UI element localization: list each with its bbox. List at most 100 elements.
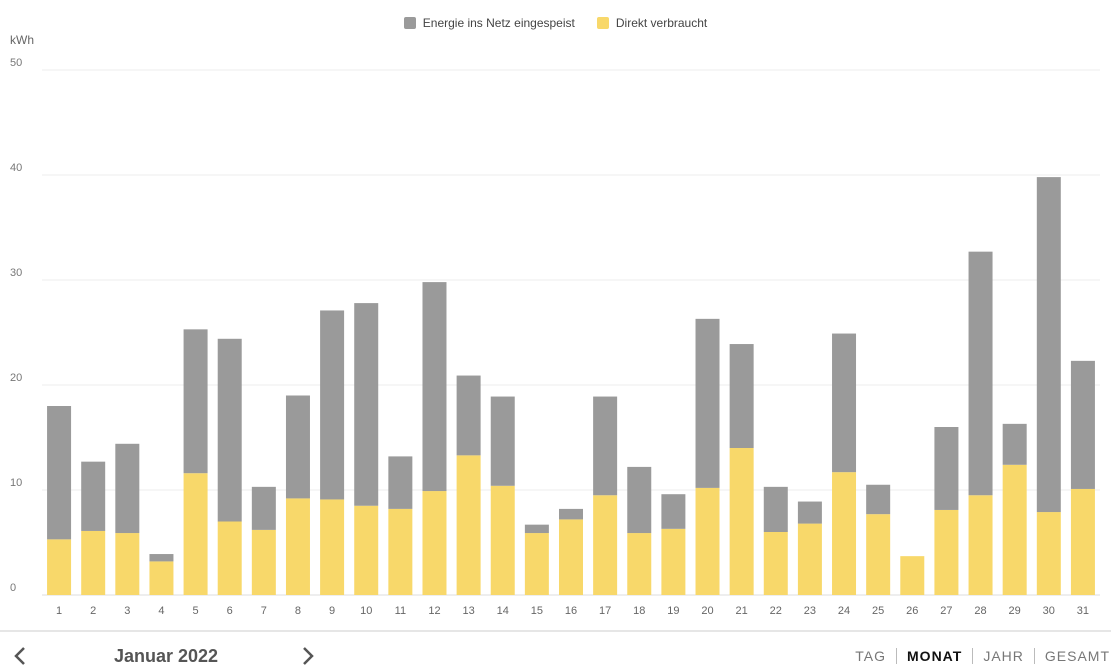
bar-fed-in-day-29 — [1002, 423, 1027, 465]
bar-fed-in-day-5 — [183, 329, 208, 474]
bar-fed-in-day-27 — [934, 427, 959, 510]
x-tick-label: 22 — [770, 605, 782, 617]
y-tick-label: 50 — [10, 57, 22, 69]
y-tick-label: 0 — [10, 582, 16, 594]
bar-direct-day-16 — [559, 519, 583, 595]
bar-direct-day-24 — [832, 472, 857, 595]
bar-fed-in-day-11 — [388, 456, 413, 509]
bar-fed-in-day-17 — [593, 396, 618, 496]
legend-item-direct[interactable]: Direkt verbraucht — [596, 16, 708, 30]
bar-fed-in-day-13 — [456, 375, 481, 456]
previous-month-button[interactable] — [6, 642, 34, 670]
bar-fed-in-day-23 — [797, 501, 822, 524]
bar-direct-day-8 — [285, 498, 310, 595]
mode-gesamt-button[interactable]: GESAMT — [1044, 648, 1110, 664]
legend-label-direct: Direkt verbraucht — [615, 16, 708, 30]
legend-swatch-fed-in — [403, 17, 416, 29]
bar-fed-in-day-9 — [320, 310, 345, 500]
period-mode-selector: TAG MONAT JAHR GESAMT — [845, 648, 1111, 664]
bar-direct-day-27 — [934, 509, 959, 595]
x-tick-label: 13 — [462, 605, 474, 617]
x-tick-label: 20 — [701, 605, 713, 617]
mode-jahr-button[interactable]: JAHR — [983, 648, 1024, 664]
y-tick-label: 40 — [10, 162, 22, 174]
bar-fed-in-day-4 — [149, 554, 174, 562]
bar-fed-in-day-31 — [1070, 360, 1095, 489]
bar-direct-day-2 — [81, 530, 106, 595]
x-tick-label: 17 — [599, 605, 611, 617]
x-tick-label: 1 — [56, 605, 62, 617]
bar-fed-in-day-3 — [115, 443, 140, 534]
x-tick-label: 31 — [1077, 605, 1089, 617]
bar-direct-day-15 — [524, 533, 549, 595]
bar-direct-day-26 — [900, 556, 925, 595]
bar-fed-in-day-22 — [763, 486, 788, 532]
bar-direct-day-13 — [456, 455, 481, 595]
bar-direct-day-3 — [115, 533, 140, 595]
x-tick-label: 28 — [974, 605, 986, 617]
x-tick-label: 26 — [906, 605, 918, 617]
bar-direct-day-23 — [797, 523, 822, 595]
x-tick-label: 12 — [428, 605, 440, 617]
x-tick-label: 29 — [1009, 605, 1021, 617]
x-tick-label: 19 — [667, 605, 679, 617]
bar-fed-in-day-16 — [559, 508, 583, 520]
bar-fed-in-day-1 — [47, 406, 72, 540]
bar-direct-day-22 — [763, 532, 788, 595]
bar-fed-in-day-30 — [1036, 177, 1061, 513]
bar-fed-in-day-19 — [661, 494, 686, 529]
x-tick-label: 10 — [360, 605, 372, 617]
x-tick-label: 4 — [158, 605, 164, 617]
mode-monat-button[interactable]: MONAT — [907, 648, 963, 664]
x-tick-label: 16 — [565, 605, 577, 617]
bar-direct-day-30 — [1036, 512, 1061, 595]
bar-direct-day-18 — [627, 533, 652, 595]
bar-direct-day-19 — [661, 528, 686, 595]
bar-fed-in-day-2 — [81, 461, 106, 531]
y-axis-unit-label: kWh — [10, 33, 34, 47]
y-tick-label: 30 — [10, 267, 22, 279]
legend-item-fed-in[interactable]: Energie ins Netz eingespeist — [403, 16, 575, 30]
bar-direct-day-28 — [968, 495, 993, 595]
bar-direct-day-21 — [729, 448, 754, 595]
bar-fed-in-day-12 — [422, 282, 447, 492]
bar-direct-day-9 — [320, 499, 345, 595]
bar-direct-day-7 — [251, 529, 276, 595]
next-month-button[interactable] — [294, 642, 322, 670]
bar-direct-day-5 — [183, 473, 208, 595]
bar-fed-in-day-20 — [695, 318, 720, 488]
bar-fed-in-day-10 — [354, 303, 379, 506]
x-tick-label: 27 — [940, 605, 952, 617]
bar-direct-day-1 — [47, 539, 72, 595]
bar-fed-in-day-18 — [627, 466, 652, 534]
x-tick-label: 18 — [633, 605, 645, 617]
bar-fed-in-day-28 — [968, 251, 993, 496]
mode-tag-button[interactable]: TAG — [855, 648, 887, 664]
x-tick-label: 9 — [329, 605, 335, 617]
bar-direct-day-6 — [217, 521, 242, 595]
x-tick-label: 14 — [497, 605, 509, 617]
bar-direct-day-14 — [490, 485, 515, 595]
x-tick-label: 30 — [1043, 605, 1055, 617]
x-tick-label: 8 — [295, 605, 301, 617]
x-tick-label: 15 — [531, 605, 543, 617]
bar-fed-in-day-24 — [832, 333, 857, 473]
chevron-right-icon — [303, 647, 314, 665]
y-tick-label: 20 — [10, 372, 22, 384]
bar-direct-day-29 — [1002, 464, 1027, 595]
x-tick-label: 23 — [804, 605, 816, 617]
bar-fed-in-day-7 — [251, 486, 276, 530]
bar-direct-day-17 — [593, 495, 618, 595]
bar-fed-in-day-8 — [285, 395, 310, 499]
mode-separator — [896, 648, 898, 664]
x-tick-label: 25 — [872, 605, 884, 617]
mode-separator — [972, 648, 974, 664]
footer-divider — [0, 630, 1111, 632]
y-tick-label: 10 — [10, 477, 22, 489]
chevron-left-icon — [14, 647, 25, 665]
legend-swatch-direct — [596, 17, 609, 29]
x-tick-label: 3 — [124, 605, 130, 617]
bar-direct-day-4 — [149, 561, 174, 595]
period-footer: Januar 2022 TAG MONAT JAHR GESAMT — [0, 632, 1111, 672]
